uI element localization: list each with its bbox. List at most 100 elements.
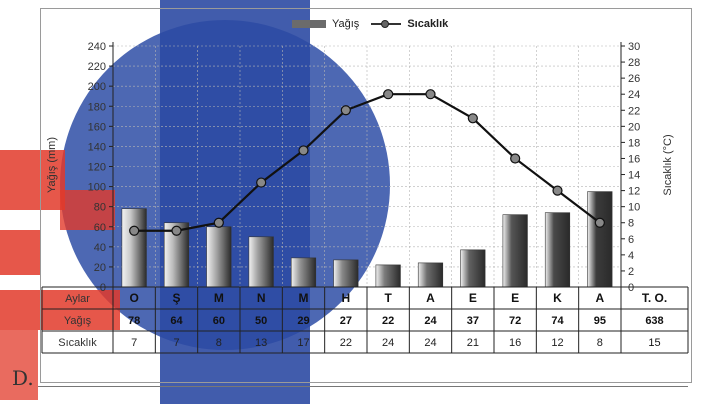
watermark-bar [160,0,310,404]
y-right-tick-label: 18 [628,137,640,149]
month-label: O [129,291,138,305]
y-left-tick-label: 240 [88,41,106,53]
y-right-tick-label: 24 [628,89,640,101]
rain-value-label: 64 [170,315,183,327]
temp-value-label: 8 [216,337,222,349]
rain-bar [460,249,486,288]
watermark-red-shape [0,290,120,330]
month-label: E [511,291,519,305]
y-right-tick-label: 0 [628,282,634,294]
y-left-tick-label: 220 [88,61,106,73]
rain-bar [290,257,317,288]
rain-total-label: 638 [645,315,663,327]
temp-value-label: 13 [255,337,267,349]
y-right-tick-label: 14 [628,170,640,182]
temp-value-label: 17 [297,337,309,349]
watermark-red-shape [0,330,38,400]
y-right-tick-label: 10 [628,202,640,214]
temp-value-label: 24 [424,337,436,349]
temp-value-label: 16 [509,337,521,349]
rain-bar [502,214,528,288]
y-right-tick-label: 16 [628,153,640,165]
y-left-tick-label: 120 [88,162,106,174]
rain-value-label: 74 [551,315,564,327]
temperature-point [510,153,521,164]
rain-value-label: 50 [255,315,267,327]
option-label: D. [12,366,34,390]
temp-value-label: 7 [131,337,137,349]
rain-value-label: 60 [213,315,225,327]
legend-line-swatch [371,20,402,28]
y-right-tick-label: 26 [628,73,640,85]
temp-value-label: 12 [551,337,563,349]
temperature-point [171,225,182,236]
legend-temp-label: Sıcaklık [407,18,449,30]
temperature-point [594,217,605,228]
temperature-point [425,89,436,100]
y-left-tick-label: 180 [88,101,106,113]
month-label: E [469,291,477,305]
rain-bar [248,236,274,288]
temp-value-label: 7 [173,337,179,349]
temperature-point [213,217,224,228]
legend-bar-swatch [292,20,326,28]
month-label: A [595,291,604,305]
chart-legend: Yağış Sıcaklık [292,16,448,32]
y-left-tick-label: 0 [100,282,106,294]
temperature-point [552,185,563,196]
rain-value-label: 37 [467,315,479,327]
rain-value-label: 95 [594,315,606,327]
rain-value-label: 72 [509,315,521,327]
rain-value-label: 78 [128,315,140,327]
month-label: T [384,291,392,305]
y-right-tick-label: 4 [628,250,634,262]
watermark-red-shape [0,230,40,275]
answer-line [38,386,688,387]
y-right-tick-label: 28 [628,57,640,69]
temperature-point [467,113,478,124]
rain-value-label: 22 [382,315,394,327]
rain-bar [544,212,571,288]
y-left-tick-label: 80 [94,202,106,214]
temperature-point [129,225,140,236]
total-header-label: T. O. [642,291,667,305]
watermark-red-shape [60,190,115,230]
month-label: K [553,291,562,305]
legend-rain-label: Yağış [332,18,360,30]
watermark-red-shape [0,150,65,210]
y-right-tick-label: 30 [628,41,640,53]
y-left-tick-label: 20 [94,262,106,274]
rain-bar [206,226,232,288]
temperature-point [256,177,267,188]
rain-bar [375,264,401,288]
temp-value-label: 24 [382,337,394,349]
rain-value-label: 24 [424,315,437,327]
y-left-tick-label: 160 [88,121,106,133]
y-right-tick-label: 2 [628,266,634,278]
month-label: A [426,291,435,305]
month-label: Ş [172,291,180,305]
y-right-tick-label: 12 [628,186,640,198]
table-temp-label: Sıcaklık [58,337,97,349]
temp-value-label: 8 [597,337,603,349]
y-left-tick-label: 60 [94,222,106,234]
y-left-tick-label: 40 [94,242,106,254]
y-right-tick-label: 20 [628,121,640,133]
temp-average-label: 15 [648,337,660,349]
rain-bar [587,191,613,288]
temp-value-label: 21 [467,337,479,349]
temperature-point [383,89,394,100]
rain-bar [417,262,444,288]
temperature-line [134,93,601,232]
month-label: M [214,291,224,305]
table-rain-label: Yağış [64,315,92,327]
y-left-tick-label: 100 [88,182,106,194]
y-right-tick-label: 8 [628,218,634,230]
temperature-point [340,105,351,116]
month-label: N [257,291,266,305]
temp-value-label: 22 [340,337,352,349]
month-label: M [299,291,309,305]
rain-bar [333,259,359,288]
figure-frame [40,8,692,383]
